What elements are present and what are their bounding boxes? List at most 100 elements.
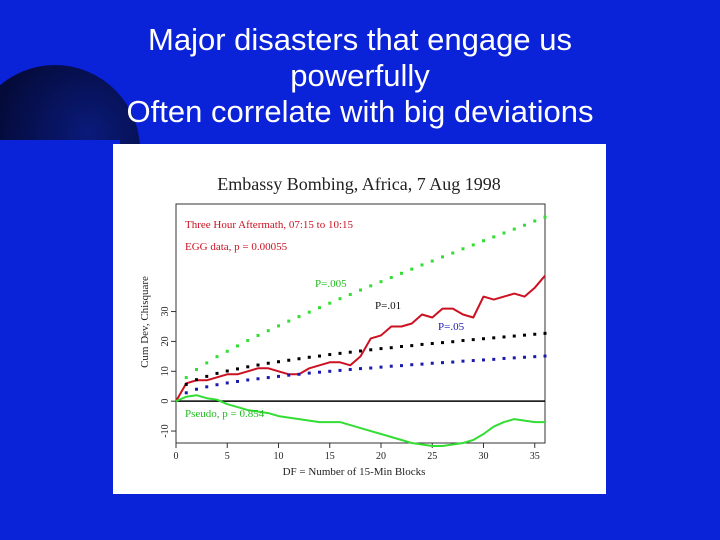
data-point <box>430 342 434 346</box>
data-point <box>379 347 383 351</box>
annotation-p005: P=.005 <box>315 278 347 290</box>
series-p-005 <box>184 215 547 380</box>
data-point <box>420 263 424 267</box>
data-point <box>348 293 352 297</box>
data-point <box>502 335 506 339</box>
data-point <box>215 355 219 359</box>
x-axis-label: DF = Number of 15-Min Blocks <box>283 466 426 478</box>
data-point <box>471 243 475 247</box>
data-point <box>266 329 270 333</box>
data-point <box>328 353 332 357</box>
data-point <box>195 378 198 382</box>
data-point <box>369 366 373 370</box>
data-point <box>451 340 455 344</box>
x-tick-label: 5 <box>225 451 230 462</box>
data-point <box>266 361 270 365</box>
x-tick-label: 35 <box>530 451 540 462</box>
data-point <box>338 351 342 355</box>
data-point <box>430 361 434 365</box>
series-p-05 <box>184 354 547 395</box>
data-point <box>236 379 239 383</box>
annotation-p01: P=.01 <box>375 300 401 312</box>
series-egg-data <box>175 275 546 402</box>
chart-title: Embassy Bombing, Africa, 7 Aug 1998 <box>217 174 500 194</box>
data-point <box>297 372 301 376</box>
data-point <box>287 319 291 323</box>
data-point <box>287 358 291 362</box>
data-point <box>359 288 362 292</box>
data-point <box>225 381 229 385</box>
data-point <box>420 342 424 346</box>
data-point <box>420 362 424 366</box>
data-point <box>369 284 373 288</box>
data-point <box>400 364 403 368</box>
data-point <box>389 275 393 279</box>
data-point <box>236 367 239 371</box>
data-point <box>246 339 250 343</box>
x-tick-label: 30 <box>479 451 489 462</box>
data-point <box>205 361 209 365</box>
data-point <box>338 297 342 301</box>
data-point <box>307 371 311 375</box>
series-pseudo <box>175 394 545 447</box>
data-point <box>461 247 465 251</box>
data-point <box>492 336 496 340</box>
y-tick-label: 20 <box>160 336 171 346</box>
data-point <box>533 332 537 336</box>
data-point <box>205 385 209 389</box>
data-point <box>543 215 547 219</box>
x-tick-label: 25 <box>427 451 437 462</box>
data-point <box>502 231 506 235</box>
data-point <box>318 354 321 358</box>
data-point <box>277 374 280 378</box>
data-point <box>451 360 455 364</box>
data-point <box>523 223 526 227</box>
x-tick-label: 20 <box>376 451 386 462</box>
data-point <box>318 370 321 374</box>
data-point <box>256 333 260 337</box>
data-point <box>225 369 229 373</box>
data-point <box>441 255 444 259</box>
data-point <box>215 371 219 375</box>
data-point <box>492 357 496 361</box>
data-point <box>246 378 250 382</box>
data-point <box>492 235 496 239</box>
data-point <box>256 377 260 381</box>
data-point <box>512 334 516 338</box>
data-point <box>451 251 455 255</box>
data-point <box>461 359 465 363</box>
slide-title-line-2: powerfully <box>290 58 430 93</box>
annotation-green: Pseudo, p = 0.854 <box>185 408 265 420</box>
data-point <box>195 368 198 372</box>
annotation-red-1: Three Hour Aftermath, 07:15 to 10:15 <box>185 219 354 231</box>
data-point <box>430 259 434 263</box>
y-tick-label: -10 <box>160 424 171 437</box>
data-point <box>359 367 362 371</box>
data-point <box>461 339 465 343</box>
data-point <box>543 354 547 358</box>
series-lines <box>175 215 547 447</box>
data-point <box>410 344 414 348</box>
data-point <box>482 337 485 341</box>
data-point <box>266 376 270 380</box>
data-point <box>482 239 485 243</box>
series-p-01 <box>184 331 547 386</box>
data-point <box>256 363 260 367</box>
x-tick-label: 15 <box>325 451 335 462</box>
data-point <box>400 345 403 349</box>
data-point <box>307 355 311 359</box>
data-point <box>389 346 393 350</box>
data-point <box>348 350 352 354</box>
data-point <box>277 360 280 364</box>
data-point <box>502 356 506 360</box>
data-point <box>215 383 219 387</box>
corner-decoration-mask <box>0 140 120 260</box>
data-point <box>379 280 383 284</box>
x-tick-label: 0 <box>174 451 179 462</box>
data-point <box>348 368 352 372</box>
data-point <box>205 374 209 378</box>
data-point <box>328 369 332 373</box>
x-tick-label: 10 <box>274 451 284 462</box>
slide-title-line-1: Major disasters that engage us <box>148 22 572 57</box>
data-point <box>410 267 414 271</box>
